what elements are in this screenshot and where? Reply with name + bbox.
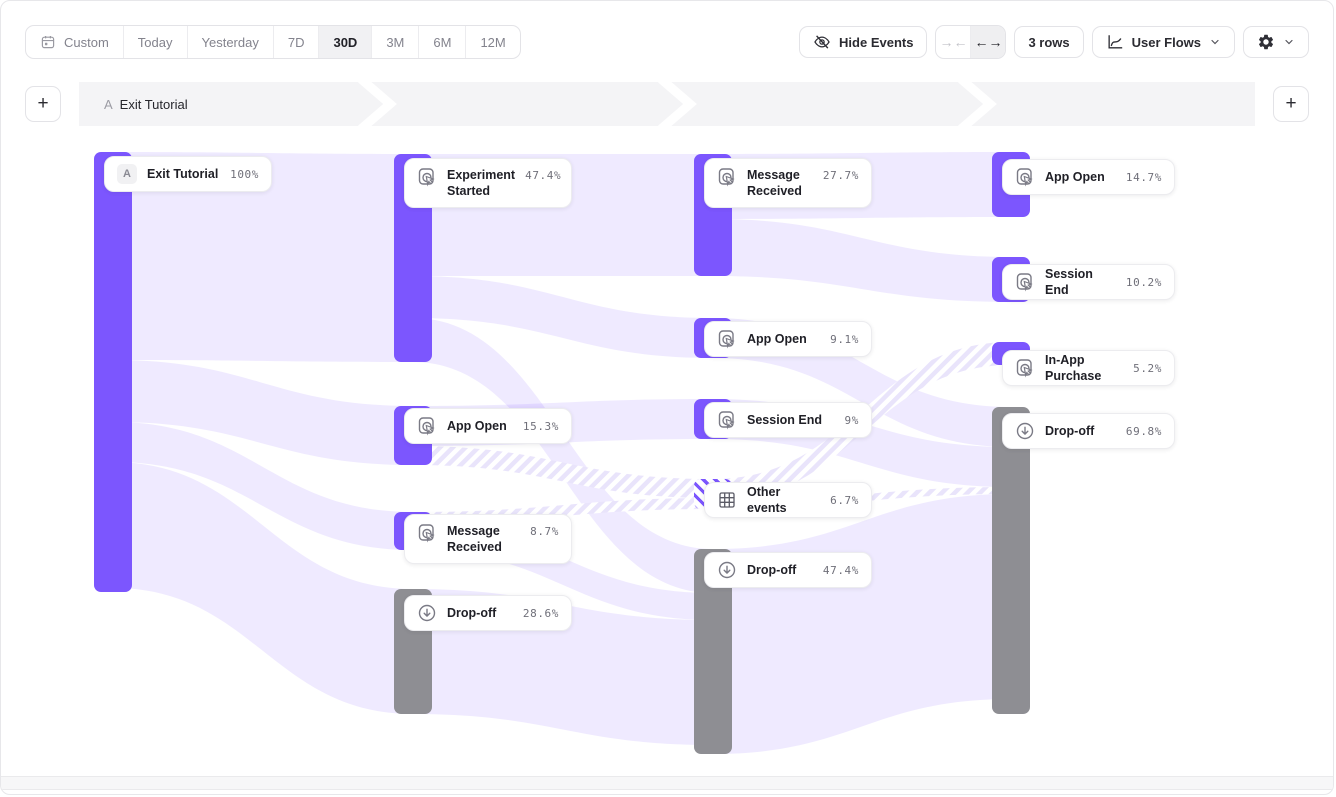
gear-icon bbox=[1257, 33, 1275, 51]
event-icon bbox=[1015, 167, 1035, 187]
node-card-message-received-step3[interactable]: Message Received 27.7% bbox=[704, 158, 872, 208]
toolbar-right: Hide Events →← ←→ 3 rows User Flows bbox=[799, 25, 1309, 59]
date-range-12m[interactable]: 12M bbox=[480, 34, 506, 50]
event-icon bbox=[717, 329, 737, 349]
footer-strip bbox=[1, 776, 1333, 790]
date-range-3m[interactable]: 3M bbox=[372, 26, 420, 58]
node-card-drop-off-step4[interactable]: Drop-off 69.8% bbox=[1002, 413, 1175, 449]
event-icon bbox=[717, 167, 737, 187]
date-range-yesterday[interactable]: Yesterday bbox=[188, 26, 274, 58]
step-prefix: A bbox=[104, 96, 113, 112]
step-a-badge: A bbox=[117, 164, 137, 184]
event-icon bbox=[1015, 272, 1035, 292]
grid-icon bbox=[717, 490, 737, 510]
event-icon bbox=[417, 167, 437, 187]
chevron-down-icon bbox=[1209, 36, 1221, 48]
flow-ribbons bbox=[113, 152, 1011, 754]
node-card-experiment-started[interactable]: Experiment Started 47.4% bbox=[404, 158, 572, 208]
node-card-in-app-purchase-step4[interactable]: In-App Purchase 5.2% bbox=[1002, 350, 1175, 386]
rows-button[interactable]: 3 rows bbox=[1014, 26, 1084, 58]
hide-events-button[interactable]: Hide Events bbox=[799, 26, 928, 58]
drop-off-icon bbox=[417, 603, 437, 623]
event-icon bbox=[1015, 358, 1035, 378]
bar-exit-tutorial[interactable] bbox=[94, 152, 132, 592]
settings-dropdown[interactable] bbox=[1243, 26, 1309, 58]
node-card-app-open-step3[interactable]: App Open 9.1% bbox=[704, 321, 872, 357]
node-card-app-open-step2[interactable]: App Open 15.3% bbox=[404, 408, 572, 444]
bar-drop-off-step4[interactable] bbox=[992, 407, 1030, 714]
flow-chart-icon bbox=[1106, 33, 1124, 51]
add-step-right-button[interactable]: + bbox=[1273, 86, 1309, 122]
step-label[interactable]: A Exit Tutorial bbox=[104, 97, 188, 112]
expand-columns-button[interactable]: ←→ bbox=[971, 26, 1006, 58]
node-card-message-received-step2[interactable]: Message Received 8.7% bbox=[404, 514, 572, 564]
chevron-down-icon bbox=[1283, 36, 1295, 48]
step-chevron-separator bbox=[658, 82, 697, 126]
date-range-control: Custom Today Yesterday 7D 30D 3M 6M 12M bbox=[25, 25, 521, 59]
calendar-icon bbox=[40, 34, 56, 50]
step-track: A Exit Tutorial bbox=[79, 82, 1255, 126]
path-bar: + A Exit Tutorial + bbox=[1, 82, 1333, 126]
collapse-columns-button[interactable]: →← bbox=[936, 26, 972, 58]
eye-off-icon bbox=[813, 33, 831, 51]
node-card-session-end-step4[interactable]: Session End 10.2% bbox=[1002, 264, 1175, 300]
node-card-drop-off-step2[interactable]: Drop-off 28.6% bbox=[404, 595, 572, 631]
event-icon bbox=[417, 523, 437, 543]
date-range-6m[interactable]: 6M bbox=[419, 26, 467, 58]
node-card-other-events-step3[interactable]: Other events 6.7% bbox=[704, 482, 872, 518]
event-icon bbox=[717, 410, 737, 430]
drop-off-icon bbox=[1015, 421, 1035, 441]
node-card-app-open-step4[interactable]: App Open 14.7% bbox=[1002, 159, 1175, 195]
sankey-flow: A Exit Tutorial 100% Experiment Started … bbox=[1, 126, 1333, 778]
toolbar: Custom Today Yesterday 7D 30D 3M 6M 12M … bbox=[1, 1, 1333, 59]
view-mode-dropdown[interactable]: User Flows bbox=[1091, 26, 1235, 58]
step-chevron-separator bbox=[358, 82, 397, 126]
event-icon bbox=[417, 416, 437, 436]
date-range-7d[interactable]: 7D bbox=[274, 26, 320, 58]
date-range-label: Custom bbox=[64, 34, 109, 50]
date-range-30d[interactable]: 30D bbox=[319, 26, 373, 58]
drop-off-icon bbox=[717, 560, 737, 580]
spacing-toggle: →← ←→ bbox=[935, 25, 1007, 59]
add-step-left-button[interactable]: + bbox=[25, 86, 61, 122]
step-chevron-separator bbox=[958, 82, 997, 126]
node-card-session-end-step3[interactable]: Session End 9% bbox=[704, 402, 872, 438]
node-card-drop-off-step3[interactable]: Drop-off 47.4% bbox=[704, 552, 872, 588]
date-range-custom[interactable]: Custom bbox=[26, 26, 124, 58]
node-card-exit-tutorial[interactable]: A Exit Tutorial 100% bbox=[104, 156, 272, 192]
ribbon-group bbox=[113, 152, 1011, 754]
date-range-today[interactable]: Today bbox=[124, 26, 188, 58]
step-title: Exit Tutorial bbox=[119, 96, 188, 112]
